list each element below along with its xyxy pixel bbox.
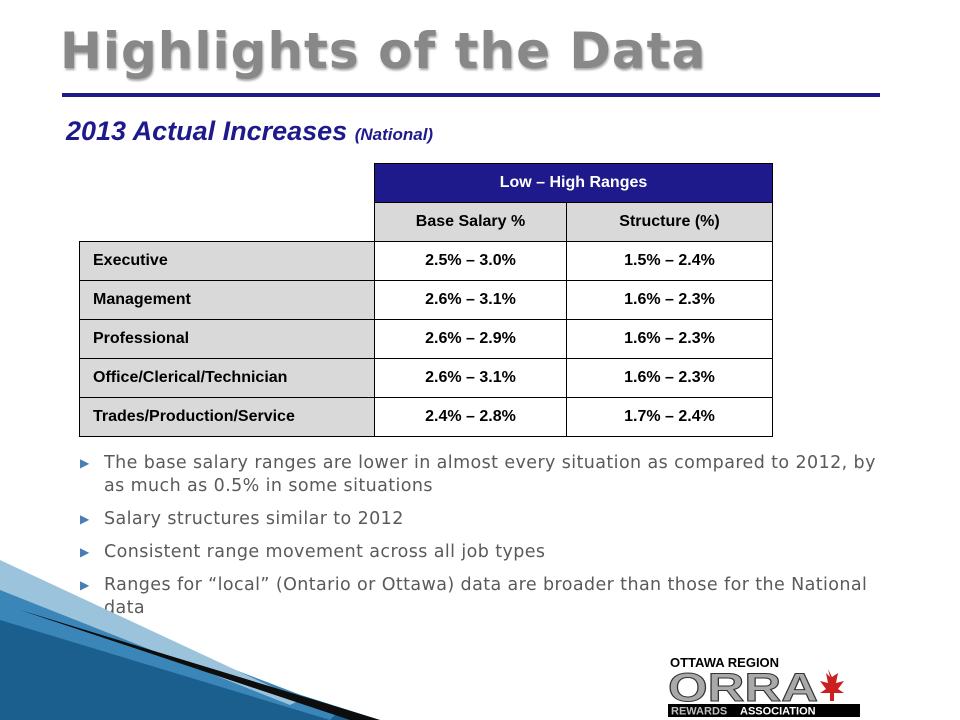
slide-subtitle: 2013 Actual Increases (National) xyxy=(66,116,433,147)
column-header-base-salary: Base Salary % xyxy=(374,202,567,242)
table-column-header-row: Base Salary % Structure (%) xyxy=(79,202,773,242)
table-corner-blank xyxy=(79,163,375,203)
logo-top-text: OTTAWA REGION xyxy=(670,655,779,670)
row-label: Executive xyxy=(79,241,375,281)
triangle-right-icon: ▶ xyxy=(80,512,90,526)
table-row: Management 2.6% – 3.1% 1.6% – 2.3% xyxy=(79,280,773,320)
maple-leaf-icon xyxy=(820,669,844,701)
structure-cell: 1.7% – 2.4% xyxy=(566,397,773,437)
structure-cell: 1.6% – 2.3% xyxy=(566,319,773,359)
table-row: Trades/Production/Service 2.4% – 2.8% 1.… xyxy=(79,397,773,437)
bullet-text: Consistent range movement across all job… xyxy=(104,542,546,562)
row-label: Professional xyxy=(79,319,375,359)
logo-bottom-right: ASSOCIATION xyxy=(740,706,816,718)
triangle-right-icon: ▶ xyxy=(80,456,90,470)
list-item: ▶ Consistent range movement across all j… xyxy=(78,541,878,564)
table-row: Executive 2.5% – 3.0% 1.5% – 2.4% xyxy=(79,241,773,281)
base-salary-cell: 2.6% – 3.1% xyxy=(374,280,567,320)
base-salary-cell: 2.6% – 2.9% xyxy=(374,319,567,359)
subtitle-main: 2013 Actual Increases xyxy=(66,116,348,146)
row-label: Management xyxy=(79,280,375,320)
table-row: Professional 2.6% – 2.9% 1.6% – 2.3% xyxy=(79,319,773,359)
triangle-right-icon: ▶ xyxy=(80,578,90,592)
bullet-text: The base salary ranges are lower in almo… xyxy=(104,453,876,496)
base-salary-cell: 2.5% – 3.0% xyxy=(374,241,567,281)
row-label: Trades/Production/Service xyxy=(79,397,375,437)
logo-main-text: ORRA xyxy=(668,666,818,710)
triangle-right-icon: ▶ xyxy=(80,545,90,559)
list-item: ▶ Ranges for “local” (Ontario or Ottawa)… xyxy=(78,574,878,620)
table-row: Office/Clerical/Technician 2.6% – 3.1% 1… xyxy=(79,358,773,398)
row-label: Office/Clerical/Technician xyxy=(79,358,375,398)
bullet-text: Ranges for “local” (Ontario or Ottawa) d… xyxy=(104,575,868,618)
decorative-swoosh xyxy=(0,560,380,720)
table-group-header-row: Low – High Ranges xyxy=(79,163,773,203)
ranges-table: Low – High Ranges Base Salary % Structur… xyxy=(79,163,773,437)
list-item: ▶ The base salary ranges are lower in al… xyxy=(78,452,878,498)
logo-bottom-left: REWARDS xyxy=(671,706,727,718)
orra-logo: OTTAWA REGION ORRA REWARDS ASSOCIATION xyxy=(668,655,860,717)
base-salary-cell: 2.4% – 2.8% xyxy=(374,397,567,437)
list-item: ▶ Salary structures similar to 2012 xyxy=(78,508,878,531)
column-header-structure: Structure (%) xyxy=(566,202,773,242)
structure-cell: 1.5% – 2.4% xyxy=(566,241,773,281)
bullet-list: ▶ The base salary ranges are lower in al… xyxy=(78,452,878,630)
group-header-low-high-ranges: Low – High Ranges xyxy=(374,163,773,203)
subtitle-note: (National) xyxy=(354,125,434,144)
bullet-text: Salary structures similar to 2012 xyxy=(104,509,404,529)
slide-title: Highlights of the Data xyxy=(60,22,707,80)
table-corner-blank xyxy=(79,202,375,242)
base-salary-cell: 2.6% – 3.1% xyxy=(374,358,567,398)
structure-cell: 1.6% – 2.3% xyxy=(566,280,773,320)
structure-cell: 1.6% – 2.3% xyxy=(566,358,773,398)
title-underline xyxy=(62,93,880,97)
